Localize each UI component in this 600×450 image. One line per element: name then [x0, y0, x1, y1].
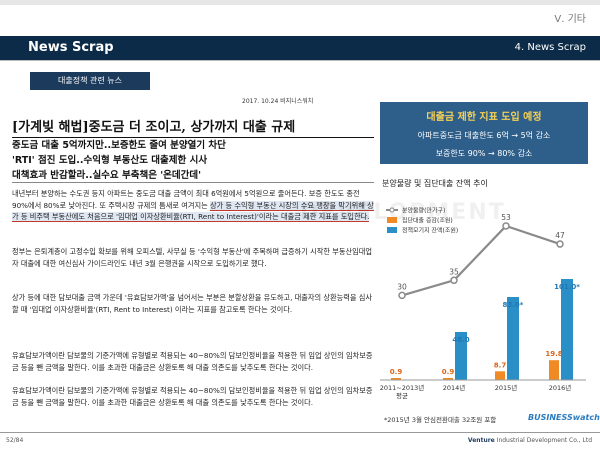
bar-2-orange [443, 378, 453, 380]
line-point [502, 222, 510, 230]
line-point [398, 291, 406, 300]
article-paragraph: 유효담보가액이란 담보물의 기준가액에 유형별로 적용되는 40~80%의 담보… [12, 386, 373, 407]
article-paragraph: 내년부터 분양하는 수도권 등지 아파트는 중도금 대출 금액이 최대 6억원에… [12, 188, 374, 223]
info-box-title: 대출금 제한 지표 도입 예정 [426, 112, 542, 123]
article-headline: [가계빚 해법]중도금 더 조이고, 상가까지 대출 규제 [12, 116, 374, 138]
watermark-text: DEVELOPMENT [300, 200, 506, 225]
info-box-line: 보증한도 90% → 80% 감소 [435, 149, 533, 158]
bar-4-blue [561, 279, 573, 380]
bar-label: 101.0* [554, 283, 580, 291]
bar-3-blue [507, 297, 519, 380]
info-box: 대출금 제한 지표 도입 예정 아파트중도금 대출한도 6억 → 5억 감소 보… [380, 102, 588, 164]
bar-label: 19.8 [545, 350, 562, 358]
bar-4-orange [549, 360, 559, 380]
top-strip [0, 0, 600, 5]
header-bar: News Scrap 4. News Scrap [0, 36, 600, 60]
bar-2-blue [455, 332, 467, 380]
line-label: 47 [555, 231, 565, 240]
article-paragraph: 상가 등에 대한 담보대출 금액 가운데 '유효담보가액'을 넘어서는 부분은 … [12, 293, 372, 314]
page-title: News Scrap [28, 40, 114, 55]
legend-swatch [387, 227, 397, 233]
chart-title: 분양물량 및 집단대출 잔액 추이 [382, 179, 488, 188]
line-point [556, 240, 564, 248]
bar-label: 8.7 [494, 361, 507, 369]
news-category-label: 대출정책 관련 뉴스 [30, 72, 150, 90]
bar-1-orange [391, 378, 401, 380]
footer-company: Venture Industrial Development Co., Ltd [468, 437, 592, 444]
article-subhead: 중도금 대출 5억까지만..보증한도 줄여 분양열기 차단 [12, 140, 226, 151]
bar-label: 83.0* [503, 301, 524, 309]
section-label: 4. News Scrap [514, 42, 586, 53]
series-line [401, 224, 561, 297]
article-subhead: 대책효과 반감할라..실수요 부축책은 '온데간데' [12, 170, 202, 181]
bar-3-orange [495, 371, 505, 380]
bar-label: 48.0 [452, 336, 469, 344]
x-tick-label: 2015년 [495, 383, 518, 392]
footer-company-bold: Venture [467, 437, 495, 444]
x-tick-label: 평균 [396, 391, 408, 400]
legend-swatch-point [389, 207, 395, 213]
chapter-label: Ⅴ. 기타 [554, 14, 586, 25]
article-divider [12, 182, 374, 183]
legend-label: 정책모기지 잔액(조원) [402, 227, 458, 235]
footer-divider [0, 432, 600, 433]
article-paragraph: 유효담보가액이란 담보물의 기준가액에 유형별로 적용되는 40~80%의 담보… [12, 351, 373, 372]
line-label: 53 [501, 213, 511, 222]
line-label: 35 [449, 267, 459, 276]
article-paragraph: 정부는 은퇴계층이 고정수입 확보를 위해 오피스텔, 사무실 등 '수익형 부… [12, 247, 372, 268]
header-divider [0, 60, 600, 61]
paragraph-text: 내년부터 분양하는 수도권 등지 아파트는 중도금 대출 금액이 최대 6억원에… [12, 189, 360, 210]
line-point [450, 276, 458, 285]
article-subhead: 'RTI' 점진 도입..수익형 부동산도 대출제한 시사 [12, 155, 208, 166]
line-label: 30 [397, 282, 407, 291]
chart-footnote: *2015년 3월 안심전환대출 32조원 포함 [384, 416, 497, 424]
x-tick-label: 2014년 [443, 383, 466, 392]
legend-label: 분양물량(만가구) [402, 207, 445, 215]
chart: 0.9 0.9 48.0 8.7 83.0* 19.8 101.0* 30 35 53 47 2011… [380, 207, 586, 400]
article-date-source: 2017. 10.24 비지니스워치 [242, 98, 314, 105]
legend-swatch [387, 217, 397, 223]
bar-label: 0.9 [442, 368, 455, 376]
article: 2017. 10.24 비지니스워치 [가계빚 해법]중도금 더 조이고, 상가… [12, 96, 374, 431]
brand-logo: BUSINESSwatch [528, 413, 600, 422]
bar-label: 0.9 [390, 368, 403, 376]
x-tick-label: 2016년 [549, 383, 572, 392]
legend-label: 집단대출 증감(조원) [402, 217, 453, 225]
x-tick-label: 2011~2013년 [380, 383, 425, 392]
info-box-line: 아파트중도금 대출한도 6억 → 5억 감소 [417, 131, 551, 140]
page-number: 52/84 [6, 437, 24, 444]
footer-company-rest: Industrial Development Co., Ltd [496, 437, 592, 444]
